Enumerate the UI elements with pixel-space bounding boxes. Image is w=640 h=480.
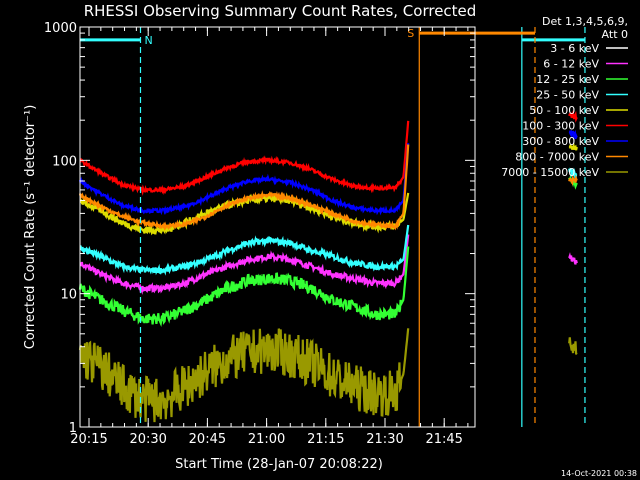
interval-label-0: N bbox=[144, 34, 152, 47]
series-line-7 bbox=[78, 144, 410, 232]
series-line-3 bbox=[79, 224, 410, 276]
interval-0: N bbox=[80, 27, 153, 427]
series-late-segment-8 bbox=[568, 337, 578, 356]
timestamp: 14-Oct-2021 00:38 bbox=[561, 469, 637, 478]
series-5 bbox=[79, 109, 578, 196]
plot-area: NS bbox=[78, 27, 586, 427]
series-line-1 bbox=[79, 234, 410, 295]
legend-label-3: 25 - 50 keV bbox=[536, 89, 599, 102]
chart-title: RHESSI Observing Summary Count Rates, Co… bbox=[84, 2, 477, 20]
series-late-segment-0 bbox=[568, 287, 578, 307]
legend-header-1: Att 0 bbox=[602, 28, 628, 41]
y-tick-label-1: 10 bbox=[60, 288, 77, 303]
series-late-segment-7 bbox=[568, 174, 578, 186]
series-line-5 bbox=[79, 120, 410, 196]
legend-label-1: 6 - 12 keV bbox=[543, 58, 599, 71]
legend-label-0: 3 - 6 keV bbox=[550, 42, 599, 55]
x-axis-label: Start Time (28-Jan-07 20:08:22) bbox=[175, 457, 383, 472]
series-late-segment-4 bbox=[568, 142, 578, 151]
x-tick-label-4: 21:15 bbox=[307, 432, 344, 447]
interval-2: S bbox=[407, 27, 536, 427]
series-late-segment-1 bbox=[568, 252, 578, 265]
interval-1 bbox=[521, 27, 586, 427]
series-late-segment-6 bbox=[568, 129, 578, 140]
series-7 bbox=[78, 144, 578, 232]
series-line-2 bbox=[78, 246, 410, 327]
x-tick-label-5: 21:30 bbox=[366, 432, 403, 447]
legend: Det 1,3,4,5,6,9,Att 03 - 6 keV 6 - 12 keV… bbox=[501, 15, 628, 179]
legend-label-4: 50 - 100 keV bbox=[529, 104, 599, 117]
legend-label-5: 100 - 300 keV bbox=[522, 120, 599, 133]
x-tick-label-6: 21:45 bbox=[425, 432, 462, 447]
series-line-8 bbox=[78, 328, 410, 423]
series-1 bbox=[79, 234, 578, 295]
x-tick-label-2: 20:45 bbox=[189, 432, 226, 447]
y-tick-label-0: 1 bbox=[69, 421, 77, 436]
x-tick-label-0: 20:15 bbox=[70, 432, 107, 447]
series-line-6 bbox=[78, 143, 410, 216]
x-tick-label-1: 20:30 bbox=[129, 432, 166, 447]
legend-label-7: 800 - 7000 keV bbox=[515, 151, 599, 164]
series-late-segment-5 bbox=[568, 109, 578, 123]
y-tick-label-2: 100 bbox=[52, 154, 77, 169]
legend-label-2: 12 - 25 keV bbox=[536, 73, 599, 86]
legend-label-6: 300 - 800 keV bbox=[522, 135, 599, 148]
interval-label-2: S bbox=[407, 27, 414, 40]
y-axis-label: Corrected Count Rate (s⁻¹ detector⁻¹) bbox=[23, 105, 38, 350]
y-tick-label-3: 1000 bbox=[44, 21, 77, 36]
axes: 1 10 100 1000 20:15 20:30 20:45 21:00 21:15 21:30… bbox=[44, 21, 476, 447]
x-tick-label-3: 21:00 bbox=[248, 432, 285, 447]
legend-header-0: Det 1,3,4,5,6,9, bbox=[542, 15, 628, 28]
series-8 bbox=[78, 328, 578, 423]
plot-frame bbox=[79, 26, 476, 428]
series-6 bbox=[78, 129, 578, 216]
legend-label-8: 7000 - 15000 keV bbox=[501, 166, 599, 179]
